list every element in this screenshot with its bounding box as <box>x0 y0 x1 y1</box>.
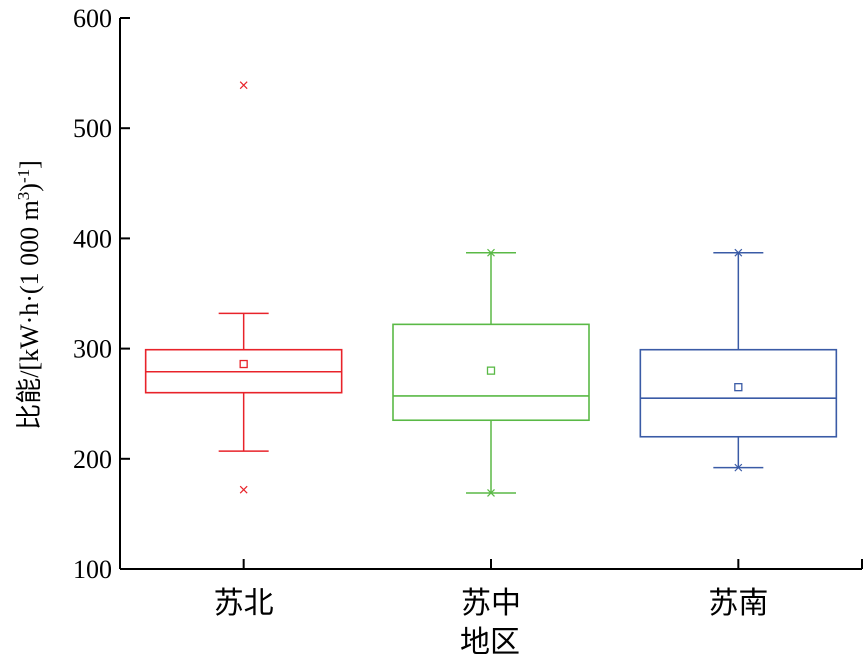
y-tick-label: 100 <box>73 555 112 584</box>
max-marker <box>239 81 248 90</box>
x-category-label: 苏南 <box>708 586 768 621</box>
y-axis-label: 比能/[kW·h·(1 000 m3)-1] <box>14 160 44 430</box>
x-category-label: 苏中 <box>461 586 521 621</box>
y-tick-label: 400 <box>73 224 112 253</box>
y-axis-label-end: ] <box>15 160 44 169</box>
marker-stroke <box>487 248 495 257</box>
y-tick-label: 200 <box>73 445 112 474</box>
y-axis-ticks: 100 200 300 400 500 600 <box>73 4 130 584</box>
y-axis-label-mid: ) <box>15 183 44 192</box>
y-axis-label-sup1: 3 <box>14 192 33 201</box>
box-group <box>392 248 590 497</box>
box-group <box>639 248 838 472</box>
marker-stroke <box>239 485 248 494</box>
x-category-label: 苏北 <box>214 586 274 621</box>
min-marker <box>487 489 495 497</box>
boxes <box>144 81 838 497</box>
y-tick-label: 500 <box>73 114 112 143</box>
marker-stroke <box>239 81 248 90</box>
box-iqr <box>639 348 838 438</box>
marker-stroke <box>734 248 743 257</box>
mean-marker <box>239 359 248 369</box>
box-iqr <box>392 323 590 422</box>
min-marker <box>239 485 248 494</box>
y-axis-label-sup2: -1 <box>14 169 33 183</box>
y-tick-label: 600 <box>73 4 112 33</box>
x-axis-label: 地区 <box>460 625 520 660</box>
x-axis-categories: 苏北 苏中 苏南 <box>214 559 768 621</box>
y-tick-label: 300 <box>73 335 112 364</box>
max-marker <box>487 248 495 257</box>
marker-stroke <box>734 463 743 472</box>
marker-stroke <box>487 489 495 497</box>
max-marker <box>734 248 743 257</box>
y-axis-label-main: 比能/[kW·h·(1 000 m <box>15 200 44 430</box>
box-group <box>144 81 343 494</box>
min-marker <box>734 463 743 472</box>
mean-marker <box>734 383 743 392</box>
mean-marker <box>486 366 496 375</box>
